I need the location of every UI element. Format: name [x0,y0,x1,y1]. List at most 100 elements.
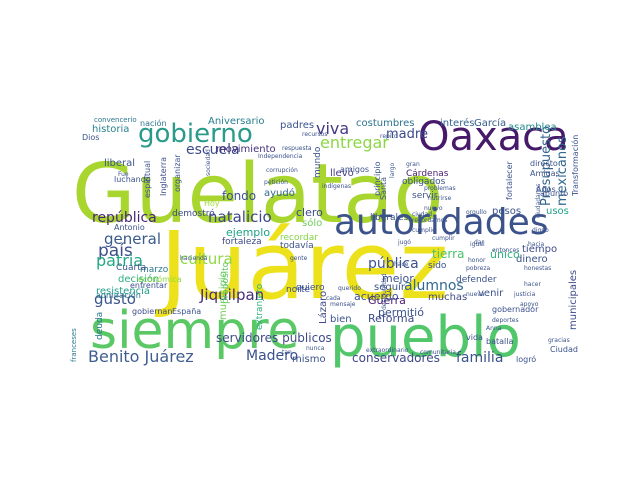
word-mejor: mejor [382,272,414,285]
word-benito-juárez: Benito Juárez [88,347,194,366]
word-liberal: liberal [104,158,135,169]
word-tan: tan [282,349,292,356]
word-hacer: hacer [524,281,541,288]
word-gobierno: gobierno [138,119,253,149]
word-hacia: hacia [528,241,544,248]
word-honor: honor [468,257,486,264]
word-alumnos: alumnos [404,278,464,294]
word-gracias: gracias [548,337,570,344]
word-orgullo: orgullo [466,209,487,216]
word-madero: Madero [246,348,298,364]
word-único: único [490,248,520,261]
word-recursos: recursos [302,131,328,138]
word-dar: dar [474,239,484,246]
word-extranjero: extranjero [255,283,265,330]
word-antonio: Antonio [114,223,145,232]
word-interés: interés [440,117,474,129]
word-presupuesto: Presupuesto [539,126,554,206]
word-recordar: recordar [280,233,318,243]
word-económica: económica [138,274,182,284]
word-madre: madre [386,127,428,142]
word-municipales: municipales [568,270,579,330]
word-anna: Anna [486,325,502,332]
word-conservadores: conservadores [352,351,440,365]
word-igual: igual [470,241,485,248]
word-españa: España [172,307,201,316]
word-digno: digno [532,227,549,234]
word-jugó: jugó [397,239,411,246]
word-fue: Fue [118,171,129,178]
word-cultura: cultura [180,250,233,268]
word-guelatao: Guelatao [72,147,444,242]
word-logró: logró [516,354,536,364]
word-gobiernan: gobiernan [132,307,172,316]
word-espiritual: espiritual [143,161,152,198]
word-nuevo: nuevo [424,205,443,212]
word-bien: bien [330,314,352,325]
word-nutrirse: nutrirse [428,195,452,202]
cloud-background [72,118,568,364]
word-marzo: marzo [140,265,169,275]
word-convencerio: convencerio [94,116,137,124]
word-entregar: entregar [320,133,389,152]
word-lázaro: Lázaro [317,291,329,324]
word-amigos: amigos [340,165,369,174]
word-repito: repito [380,133,398,140]
word-enfrentar: enfrentar [130,281,168,290]
word-petición: petición [264,179,288,186]
word-admiración: admiración [96,290,141,300]
word-natalicio: natalicio [208,208,272,226]
word-oaxaca: Oaxaca [418,114,569,160]
word-escuela: escuela [186,142,240,158]
word-historia: historia [92,124,129,135]
word-largo: largo [389,162,396,178]
word-extraordinario: extraordinario [366,347,409,354]
word-deportes: deportes [492,317,519,324]
word-general: general [104,230,161,248]
word-mensaje: mensaje [330,301,356,308]
word-usos: usos [546,206,569,217]
word-norte: norte [286,285,310,295]
word-recordamos: recordamos [412,217,447,224]
word-demostró: demostró [172,208,215,219]
word-amigas: Amigas [530,169,560,178]
word-problemas: problemas [424,185,456,192]
word-república: república [92,210,157,226]
word-pública: pública [368,256,419,272]
word-decisión: decisión [118,273,159,285]
word-santa: Santa [379,177,388,200]
word-venir: venir [478,288,504,299]
word-fortaleza: fortaleza [222,237,262,247]
word-familia: familia [456,350,503,366]
word-cumplió: cumplió [412,227,436,234]
word-honestas: honestas [524,265,551,272]
word-muchas: muchas [428,292,467,303]
word-desigualdad: desigualdad [381,273,388,310]
word-gusto: gusto [94,290,136,308]
word-vida: vida [466,333,483,342]
word-organizar: organizar [173,154,182,192]
word-asamblea: asamblea [508,122,557,133]
word-juárez: Juárez [155,212,449,321]
word-dios: Dios [82,133,99,142]
word-tierra: tierra [432,247,464,261]
word-años: Años [536,185,556,194]
word-pesos: pesos [492,206,521,217]
word-gobernador: gobernador [492,305,539,314]
word-costumbres: costumbres [356,118,414,129]
word-querido: querido [338,285,361,292]
word-ejemplo: ejemplo [226,226,270,239]
word-justicia: justicia [513,291,536,298]
word-todavía: todavía [280,241,314,251]
word-siempre: siempre [90,301,299,361]
word-corrupción: corrupción [266,167,298,174]
word-luchando: luchando [114,175,151,184]
word-ayudó: ayudó [264,187,295,199]
word-hace: hace [394,261,409,268]
word-pobreza: pobreza [466,265,490,272]
word-cárdenas: Cárdenas [406,169,449,179]
word-movimiento: movimiento [216,144,276,155]
word-obligados: obligados [402,177,446,187]
word-respuesta: respuesta [282,145,312,152]
